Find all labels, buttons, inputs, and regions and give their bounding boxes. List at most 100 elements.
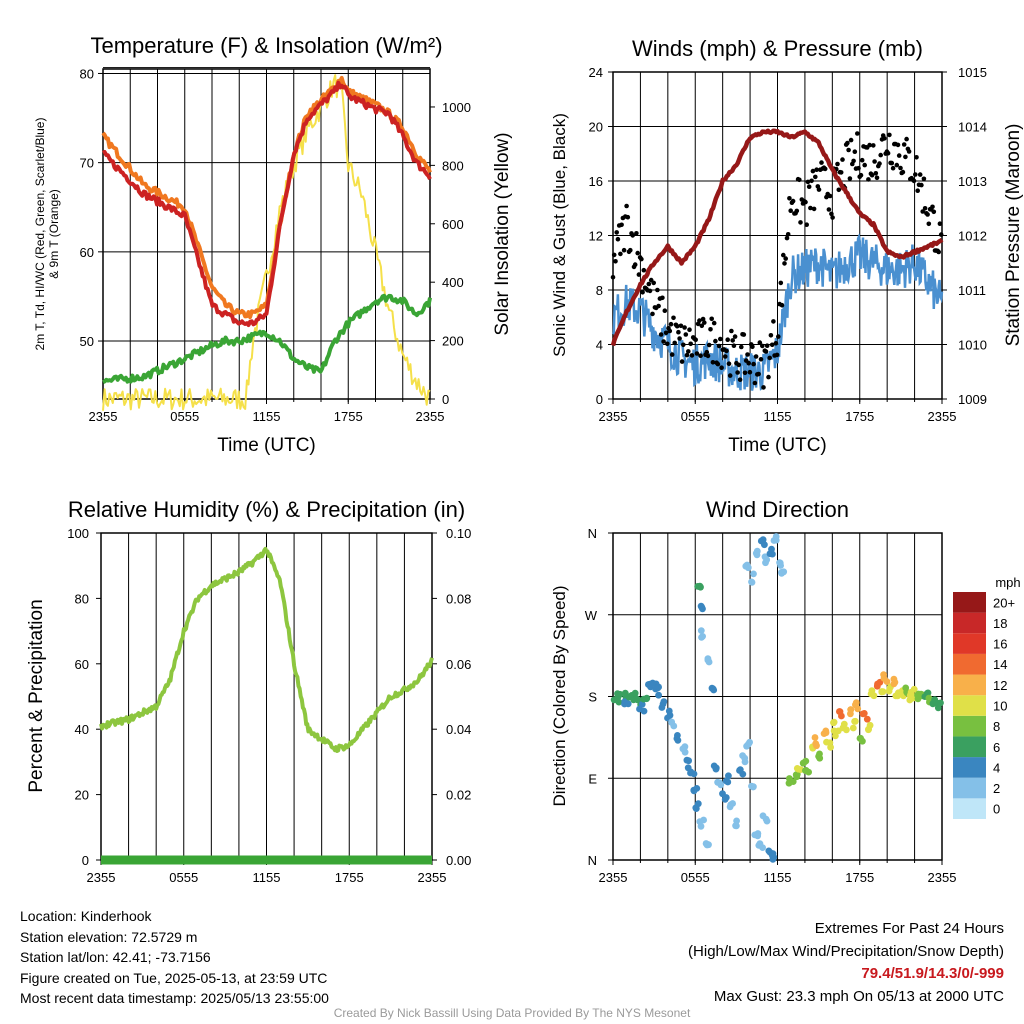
gust-point xyxy=(794,208,800,214)
gust-point xyxy=(904,136,909,142)
gust-point xyxy=(781,252,786,258)
gust-point xyxy=(805,179,811,185)
colorbar-label: 18 xyxy=(993,616,1007,631)
gust-point xyxy=(668,321,674,327)
wind-direction-chart: 2355 0555 1155 1755 2355 Wind Direction N E S W N D… xyxy=(550,497,1021,885)
colorbar-label: 14 xyxy=(993,657,1007,672)
gust-point xyxy=(900,169,906,175)
direction-point xyxy=(649,679,657,687)
direction-point xyxy=(733,822,740,830)
y-tick-label: 70 xyxy=(80,156,94,171)
winds-chart: 2355 0555 1155 1755 2355 Winds (mph) & Pressu… xyxy=(550,36,1024,456)
gust-point xyxy=(647,288,653,294)
max-gust: Max Gust: 23.3 mph On 05/13 at 2000 UTC xyxy=(713,987,1004,1005)
y-tick-label: 60 xyxy=(80,245,94,260)
gust-point xyxy=(747,369,753,375)
x-tick-label: 2355 xyxy=(89,409,118,424)
direction-point xyxy=(754,830,762,837)
colorbar-swatch xyxy=(953,653,986,675)
direction-point xyxy=(765,847,773,855)
gust-point xyxy=(713,338,718,344)
direction-point xyxy=(879,688,887,696)
direction-point xyxy=(822,727,830,735)
gust-point xyxy=(667,328,673,334)
gust-point xyxy=(756,371,761,377)
gust-point xyxy=(822,166,828,172)
direction-point xyxy=(631,689,639,697)
y-right-tick-label: 0 xyxy=(442,392,449,407)
gust-point xyxy=(896,153,902,158)
colorbar-label: 12 xyxy=(993,678,1007,693)
gust-point xyxy=(697,318,702,323)
direction-point xyxy=(655,683,662,691)
gust-point xyxy=(774,352,780,358)
colorbar-label: 10 xyxy=(993,699,1007,714)
gust-point xyxy=(630,233,635,238)
gust-point xyxy=(937,221,943,226)
gust-point xyxy=(671,315,676,321)
x-tick-label: 2355 xyxy=(87,870,116,885)
gust-point xyxy=(803,199,808,205)
direction-point xyxy=(698,634,705,641)
gust-point xyxy=(921,176,927,182)
x-tick-label: 2355 xyxy=(928,409,957,424)
gust-point xyxy=(709,316,714,322)
direction-point xyxy=(838,712,845,720)
direction-point xyxy=(750,783,757,791)
gust-point xyxy=(621,247,627,253)
x-tick-label: 1155 xyxy=(764,409,792,424)
direction-point xyxy=(756,840,764,847)
gust-point xyxy=(878,152,883,158)
x-tick-label: 1755 xyxy=(845,870,874,885)
y-right-tick-label: 600 xyxy=(442,217,464,232)
gust-point xyxy=(913,172,918,177)
gust-point xyxy=(662,308,668,314)
gust-point xyxy=(785,232,791,237)
gust-point xyxy=(906,149,912,154)
colorbar-label: 2 xyxy=(993,781,1000,796)
gust-point xyxy=(826,207,832,212)
gust-point xyxy=(610,275,616,280)
gust-point xyxy=(830,215,835,220)
gust-point xyxy=(813,174,818,180)
gust-point xyxy=(811,206,817,212)
y-tick-label: 24 xyxy=(589,65,603,80)
direction-point xyxy=(674,732,681,739)
direction-point xyxy=(770,853,778,861)
y-tick-label: W xyxy=(585,608,598,623)
y-tick-label: S xyxy=(588,690,597,705)
y-tick-label: 16 xyxy=(589,174,603,189)
direction-point xyxy=(840,720,848,728)
x-tick-label: 1755 xyxy=(334,409,363,424)
y-tick-label: 40 xyxy=(75,722,89,737)
gust-point xyxy=(938,232,944,237)
gust-point xyxy=(782,261,787,266)
x-tick-label: 1155 xyxy=(764,870,792,885)
extremes-values: 79.4/51.9/14.3/0/-999 xyxy=(861,965,1004,982)
gust-point xyxy=(877,161,882,166)
gust-point xyxy=(919,182,924,188)
colorbar-swatch xyxy=(953,736,986,758)
x-axis-label: Time (UTC) xyxy=(217,435,316,456)
gust-point xyxy=(661,339,666,344)
gust-point xyxy=(859,157,865,163)
y-right-tick-label: 0.10 xyxy=(446,526,471,541)
direction-point xyxy=(762,559,769,567)
y-right-tick-label: 0.02 xyxy=(446,788,471,803)
colorbar-swatch xyxy=(953,777,986,799)
direction-point xyxy=(766,550,774,558)
gust-point xyxy=(693,337,698,343)
gust-point xyxy=(788,208,793,213)
gust-point xyxy=(651,280,656,286)
direction-point xyxy=(725,772,732,780)
direction-point xyxy=(640,707,648,715)
gust-point xyxy=(758,357,764,362)
x-tick-label: 0555 xyxy=(681,870,710,885)
gust-point xyxy=(804,222,809,227)
direction-point xyxy=(813,742,820,750)
gust-point xyxy=(847,176,853,181)
direction-point xyxy=(736,767,743,774)
direction-point xyxy=(753,551,761,559)
gust-point xyxy=(776,334,781,339)
